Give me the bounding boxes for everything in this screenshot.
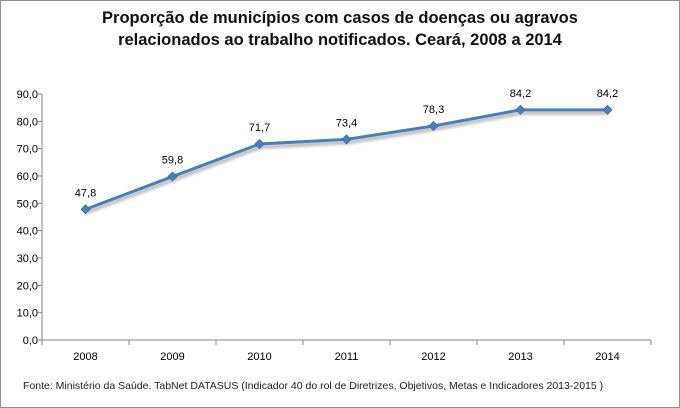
chart-title-line-2: relacionados ao trabalho notificados. Ce…: [118, 31, 562, 49]
data-label: 71,7: [249, 122, 270, 134]
data-point-marker: [341, 134, 352, 145]
chart-title-line-1: Proporção de municípios com casos de doe…: [102, 9, 578, 27]
y-tick-label: 80,0: [17, 116, 38, 128]
x-tick-label: 2008: [73, 351, 97, 363]
x-tick-label: 2012: [421, 351, 445, 363]
data-label: 73,4: [336, 117, 357, 129]
y-tick-label: 50,0: [17, 198, 38, 210]
data-label: 47,8: [75, 187, 96, 199]
data-point-marker: [254, 138, 265, 150]
x-tick-label: 2010: [247, 351, 271, 363]
x-tick-label: 2009: [160, 351, 184, 363]
data-label: 84,2: [510, 88, 531, 100]
source-note: Fonte: Ministério da Saúde. TabNet DATAS…: [23, 380, 604, 392]
y-tick-label: 30,0: [17, 253, 38, 265]
y-tick-label: 10,0: [17, 308, 38, 320]
data-point-marker: [428, 120, 439, 132]
x-tick-label: 2014: [595, 351, 619, 363]
chart-title: Proporção de municípios com casos de doe…: [1, 7, 679, 51]
y-tick-label: 40,0: [17, 226, 38, 238]
data-point-marker: [167, 171, 178, 182]
data-label: 59,8: [162, 155, 183, 167]
data-label: 78,3: [423, 104, 444, 116]
y-tick-label: 90,0: [17, 89, 38, 101]
data-point-marker: [515, 104, 526, 115]
data-point-marker: [602, 104, 613, 115]
y-tick-label: 60,0: [17, 171, 38, 183]
data-label: 84,2: [597, 88, 618, 100]
y-tick-label: 20,0: [17, 280, 38, 292]
y-tick-label: 0,0: [23, 335, 38, 347]
y-tick-label: 70,0: [17, 144, 38, 156]
x-tick-label: 2011: [335, 351, 359, 363]
data-point-marker: [80, 204, 91, 215]
x-tick-label: 2013: [508, 351, 532, 363]
